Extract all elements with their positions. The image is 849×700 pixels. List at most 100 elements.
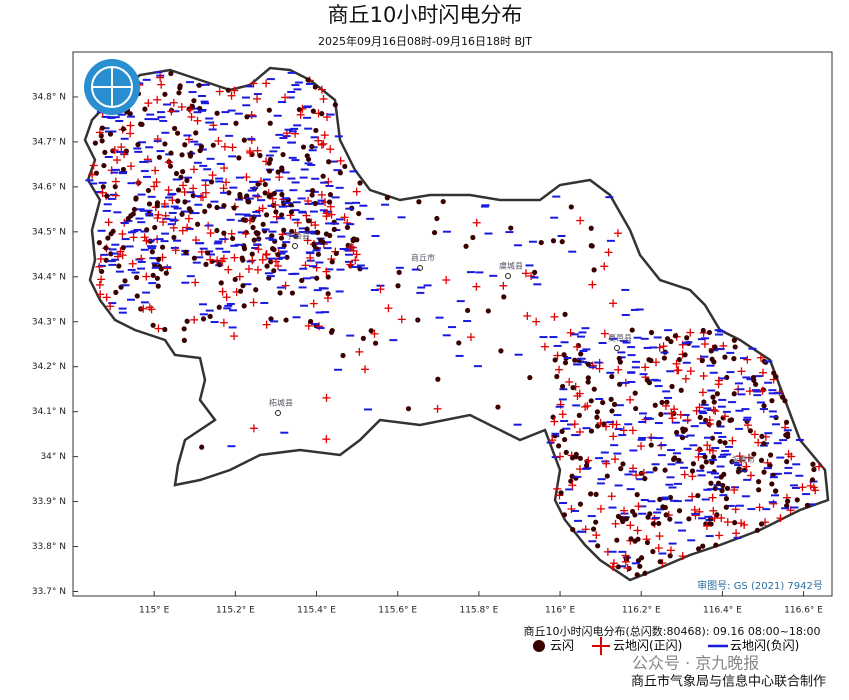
cloud-flash	[634, 572, 640, 578]
cloud-flash	[601, 421, 607, 427]
cloud-flash	[559, 239, 565, 245]
cloud-flash	[197, 105, 203, 112]
cloud-flash	[416, 199, 422, 205]
cloud-flash	[162, 91, 168, 97]
cloud-flash	[120, 126, 127, 132]
x-tick-label: 116.6° E	[784, 606, 823, 616]
cloud-flash	[357, 180, 363, 186]
cloud-flash	[133, 195, 139, 201]
x-tick-label: 115.8° E	[459, 606, 498, 616]
cloud-flash	[240, 217, 247, 223]
cloud-flash	[156, 154, 163, 160]
cloud-flash	[197, 147, 203, 154]
cloud-flash	[637, 563, 643, 569]
y-tick-label: 34.2° N	[32, 362, 66, 372]
cloud-flash	[689, 468, 696, 474]
cloud-flash	[572, 357, 578, 363]
cloud-flash	[697, 446, 703, 453]
cloud-flash	[372, 340, 379, 346]
cloud-flash	[527, 374, 533, 381]
cloud-flash	[712, 344, 718, 350]
cloud-flash	[305, 218, 312, 224]
cloud-flash	[604, 473, 610, 479]
y-tick-label: 33.9° N	[32, 497, 66, 507]
cloud-flash	[99, 268, 105, 275]
subtitle: 2025年09月16日08时-09月16日18时 BJT	[318, 34, 532, 48]
cloud-flash	[700, 543, 706, 549]
cloud-flash	[700, 327, 706, 334]
cloud-flash	[175, 187, 182, 193]
cloud-flash	[154, 275, 160, 281]
cloud-flash	[435, 376, 441, 382]
cloud-flash	[326, 199, 333, 205]
cloud-flash	[713, 542, 719, 548]
cloud-flash	[703, 459, 709, 465]
cloud-flash	[756, 479, 762, 485]
cloud-flash	[769, 481, 775, 487]
cloud-flash	[664, 399, 670, 405]
cloud-flash	[194, 221, 201, 227]
cloud-flash	[99, 138, 105, 144]
cloud-flash	[214, 110, 220, 116]
y-tick-label: 34.4° N	[32, 272, 66, 282]
cloud-flash	[661, 355, 668, 361]
y-tick-label: 33.7° N	[32, 587, 66, 597]
cloud-flash	[281, 242, 287, 249]
cloud-flash	[608, 396, 614, 402]
cloud-flash	[337, 170, 343, 176]
cloud-flash	[676, 508, 683, 514]
cloud-flash	[676, 357, 682, 363]
cloud-flash	[325, 274, 331, 280]
cloud-flash	[753, 381, 759, 387]
cloud-flash	[233, 120, 239, 126]
cloud-flash	[344, 224, 351, 231]
watermark: 公众号 · 京九晚报	[632, 654, 759, 673]
cloud-flash	[550, 238, 557, 244]
cloud-flash	[562, 436, 568, 443]
cloud-flash	[532, 269, 538, 275]
place-marker	[737, 467, 743, 473]
place-marker	[275, 410, 281, 416]
cloud-flash	[186, 206, 192, 212]
cloud-flash	[809, 477, 816, 483]
cloud-flash	[591, 386, 597, 392]
cloud-flash	[644, 539, 651, 546]
cloud-flash	[767, 452, 774, 458]
cloud-flash	[699, 357, 705, 364]
cloud-flash	[226, 190, 232, 196]
cloud-flash	[561, 512, 568, 518]
cloud-flash	[779, 394, 786, 400]
cloud-flash	[594, 409, 601, 415]
legend-item: 云闪	[550, 639, 574, 653]
cloud-flash	[96, 240, 102, 246]
cloud-flash	[289, 228, 295, 235]
cloud-flash	[465, 307, 471, 314]
legend-title: 商丘10小时闪电分布(总闪数:80468): 09.16 08:00~18:00	[523, 624, 820, 638]
cloud-flash	[320, 173, 326, 179]
cloud-flash	[180, 169, 186, 175]
cloud-flash	[395, 283, 401, 289]
cloud-flash	[716, 421, 722, 427]
cloud-flash	[103, 245, 109, 251]
cloud-flash	[99, 125, 105, 131]
cloud-flash	[309, 143, 315, 150]
cloud-flash	[356, 210, 362, 217]
cloud-flash	[646, 380, 653, 386]
cloud-flash	[200, 316, 207, 322]
cloud-flash	[152, 224, 158, 231]
cloud-flash	[309, 187, 316, 194]
cloud-flash	[384, 195, 390, 201]
cloud-flash	[708, 480, 714, 486]
cloud-flash	[761, 469, 767, 475]
cloud-flash	[676, 457, 682, 463]
cloud-flash	[199, 444, 205, 450]
cloud-flash	[690, 461, 697, 467]
cloud-flash	[257, 152, 263, 159]
cloud-flash	[107, 131, 114, 137]
cloud-flash	[179, 152, 185, 158]
cloud-flash	[642, 570, 648, 576]
cloud-flash	[635, 558, 642, 564]
cloud-flash	[699, 464, 705, 470]
cloud-flash	[108, 251, 114, 257]
